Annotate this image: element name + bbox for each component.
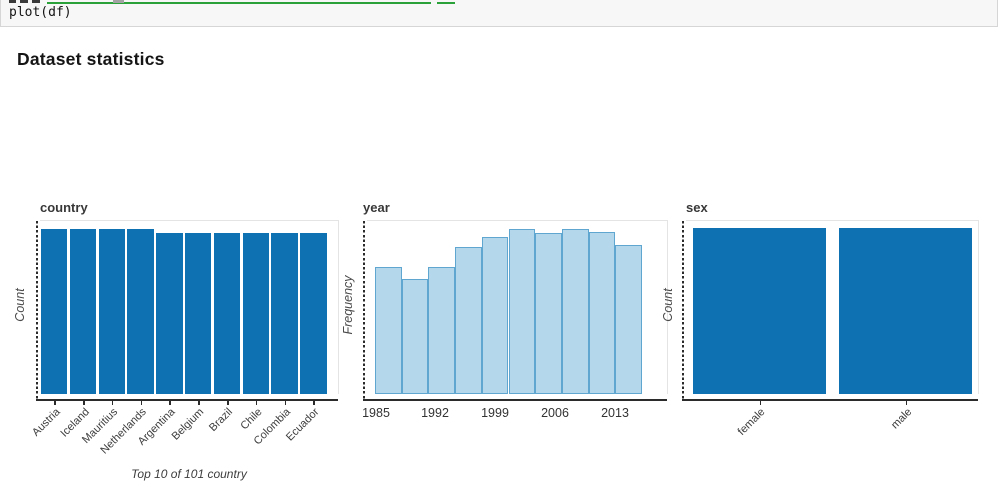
bar [401, 279, 429, 394]
code-fragment [32, 0, 40, 3]
chart-title: country [40, 200, 88, 215]
bars [367, 221, 667, 394]
chart-title: sex [686, 200, 708, 215]
bar [242, 233, 269, 394]
x-tick-label: 1985 [362, 406, 390, 420]
bar [213, 233, 241, 394]
axis-tick [227, 401, 229, 405]
x-tick-label: male [888, 406, 914, 432]
chart-title: year [363, 200, 390, 215]
bars [40, 221, 338, 394]
bars [686, 221, 978, 394]
bar [300, 233, 327, 394]
x-axis [36, 399, 338, 401]
x-tick-label: Brazil [207, 406, 236, 434]
bar [271, 233, 298, 394]
axis-tick [140, 401, 143, 405]
x-axis [682, 399, 978, 401]
y-axis-label: Frequency [341, 275, 355, 335]
axis-tick [905, 401, 907, 405]
axis-tick [759, 401, 761, 405]
page-title: Dataset statistics [17, 49, 165, 69]
y-axis-label: Count [661, 288, 675, 322]
bar [615, 245, 642, 394]
y-axis [682, 221, 684, 401]
code-fragment [20, 0, 28, 3]
plot-area [36, 220, 339, 401]
code-fragment [113, 0, 124, 3]
x-axis-label: Top 10 of 101 country [131, 467, 247, 481]
bar [535, 233, 562, 394]
y-axis [363, 221, 365, 401]
axis-tick [169, 401, 171, 405]
bar [127, 229, 154, 394]
x-tick-label: 1992 [421, 406, 449, 420]
bar [839, 228, 972, 394]
x-tick-label: 2013 [601, 406, 629, 420]
axis-tick [198, 401, 200, 405]
code-fragment [47, 2, 431, 4]
bar [508, 229, 536, 394]
bar [693, 228, 826, 394]
bar [375, 267, 402, 394]
bar [481, 237, 509, 394]
bar [428, 267, 456, 394]
code-fragment [9, 0, 16, 3]
code-fragment [437, 2, 455, 4]
x-tick-label: Austria [29, 406, 63, 439]
x-tick-label: female [736, 406, 768, 438]
bar [561, 229, 589, 394]
axis-tick [255, 401, 258, 405]
axis-tick [54, 401, 56, 405]
bar [98, 229, 125, 394]
y-axis-label: Count [13, 288, 27, 322]
x-axis [363, 399, 667, 401]
code-cell[interactable]: plot(df) [0, 0, 998, 27]
x-tick-label: 1999 [481, 406, 509, 420]
axis-tick [83, 401, 85, 405]
plot-area [363, 220, 668, 401]
axis-tick [111, 401, 114, 405]
bar [69, 229, 97, 394]
code-text: plot(df) [9, 5, 72, 20]
x-tick-label: 2006 [541, 406, 569, 420]
bar [156, 233, 183, 394]
y-axis [36, 221, 38, 401]
bar [455, 247, 482, 394]
bar [588, 232, 616, 394]
axis-tick [313, 401, 315, 405]
bar [41, 229, 68, 394]
bar [185, 233, 212, 394]
plot-area [682, 220, 979, 401]
axis-tick [284, 401, 287, 405]
